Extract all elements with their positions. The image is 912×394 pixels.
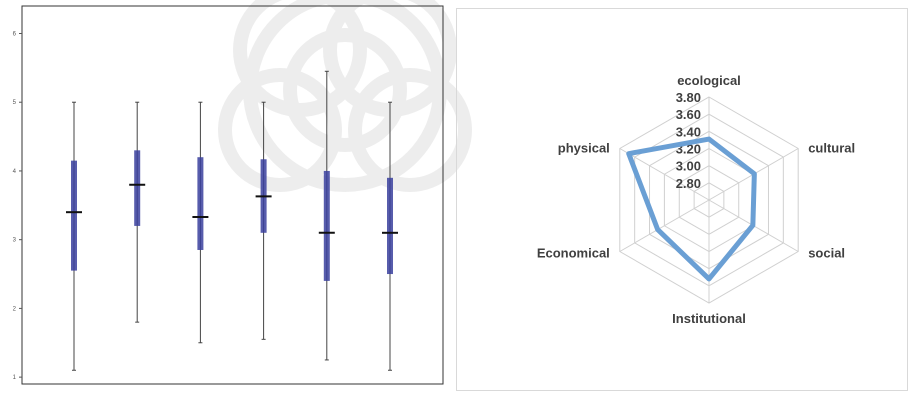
box-iqr — [323, 170, 330, 281]
radar-frame — [456, 8, 908, 391]
spoke — [619, 148, 710, 201]
y-axis: 1 2 3 4 5 6 — [13, 31, 22, 381]
radar-series — [626, 136, 757, 282]
tick-label: 3.60 — [676, 107, 701, 122]
radar-tick-labels: 2.803.003.203.403.603.80 — [676, 90, 701, 191]
box-iqr — [197, 157, 204, 250]
y-tick-label: 3 — [13, 238, 17, 244]
spoke — [619, 199, 710, 252]
y-tick-label: 4 — [13, 169, 17, 175]
box-2 — [129, 101, 146, 323]
axis-label-cultural: cultural — [808, 141, 855, 156]
boxplot-series — [66, 70, 398, 371]
box-iqr — [134, 150, 141, 226]
radar-chart: ecological cultural social Institutional Eco… — [537, 73, 855, 326]
tick-label: 3.40 — [676, 124, 701, 139]
axis-label-physical: physical — [558, 141, 610, 156]
y-tick-label: 2 — [13, 306, 17, 312]
axis-label-ecological: ecological — [677, 73, 741, 88]
box-4 — [255, 101, 272, 340]
tick-label: 3.80 — [676, 90, 701, 105]
y-tick-label: 1 — [13, 375, 17, 381]
box-iqr — [71, 160, 77, 271]
axis-label-social: social — [808, 246, 845, 261]
tick-label: 3.00 — [676, 159, 701, 174]
tick-label: 2.80 — [676, 176, 701, 191]
y-tick-label: 5 — [13, 100, 17, 106]
axis-label-economical: Economical — [537, 246, 610, 261]
series-line — [626, 136, 757, 282]
box-iqr — [387, 177, 393, 275]
box-1 — [66, 101, 82, 371]
plot-frame — [21, 5, 444, 385]
box-5 — [318, 70, 335, 361]
radar-axis-labels: ecological cultural social Institutional Eco… — [537, 73, 855, 326]
box-3 — [192, 101, 209, 344]
axis-label-institutional: Institutional — [672, 311, 746, 326]
box-6 — [382, 101, 398, 371]
y-tick-label: 6 — [13, 31, 17, 37]
boxplot-chart: 1 2 3 4 5 6 — [13, 5, 444, 385]
